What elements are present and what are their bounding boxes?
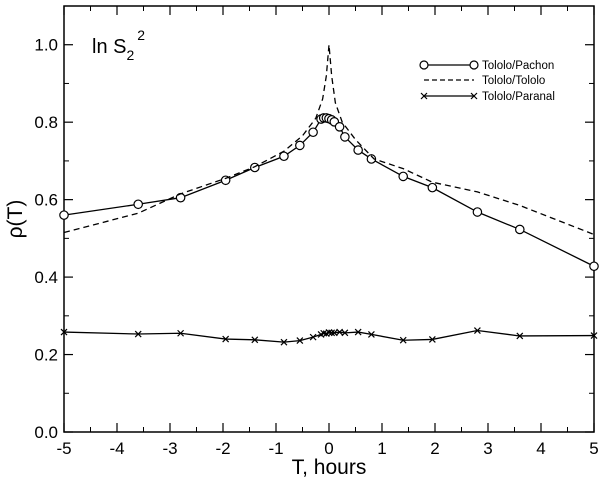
legend-label-pachon: Tololo/Pachon: [482, 60, 554, 72]
data-point-x: [341, 329, 349, 337]
y-tick-label: 0.2: [34, 346, 58, 365]
data-point-x: [296, 337, 304, 345]
data-point-circle: [353, 145, 363, 155]
y-tick-label: 1.0: [34, 36, 58, 55]
y-tick-label: 0.0: [34, 423, 58, 442]
data-point-x: [336, 328, 344, 336]
annotation-subscript: 2: [126, 47, 134, 63]
legend-label-paranal: Tololo/Paranal: [482, 91, 555, 103]
data-point-x: [330, 329, 338, 337]
data-point-x: [399, 336, 407, 344]
annotation-superscript: 2: [137, 27, 145, 43]
x-tick-label: -2: [215, 439, 230, 458]
legend-entry-paranal: Tololo/Paranal: [420, 91, 555, 103]
data-point-x: [309, 333, 317, 341]
y-tick-label: 0.4: [34, 268, 58, 287]
x-tick-label: -1: [268, 439, 283, 458]
legend: Tololo/Pachon Tololo/Tololo Tololo/Paran…: [419, 60, 555, 103]
axis-ticks: -5 -4 -3 -2 -1 0 1 2 3 4 5 0.0 0.2 0.4 0.6 0.8 1.0: [34, 5, 599, 458]
annotation-text: ln S22: [92, 27, 145, 63]
legend-marker-pachon: [469, 60, 479, 70]
data-point-x: [428, 336, 436, 343]
legend-marker-paranal: [420, 92, 478, 100]
data-point-x: [473, 327, 481, 334]
data-point-circle: [133, 199, 143, 210]
data-point-circle: [472, 207, 483, 217]
x-tick-label: 3: [483, 439, 492, 458]
data-point-x: [134, 330, 142, 338]
x-tick-label: 2: [430, 439, 439, 458]
data-point-circle: [398, 171, 408, 182]
data-point-x: [222, 335, 230, 343]
x-tick-label: -5: [56, 439, 71, 458]
y-tick-label: 0.8: [34, 113, 58, 132]
series-line-0: [63, 117, 595, 267]
data-point-x: [367, 330, 375, 338]
data-point-x: [516, 332, 524, 340]
data-point-x: [325, 329, 333, 336]
x-tick-label: 5: [589, 439, 598, 458]
x-tick-label: 4: [536, 439, 545, 458]
data-point-circle: [427, 182, 438, 193]
data-point-circle: [334, 122, 345, 132]
data-point-circle: [308, 127, 318, 138]
data-point-x: [590, 332, 598, 339]
legend-label-tololo: Tololo/Tololo: [482, 75, 545, 87]
annotation-base: ln S: [92, 36, 126, 58]
data-point-x: [354, 328, 362, 336]
x-tick-label: 1: [377, 439, 386, 458]
data-point-x: [177, 329, 185, 337]
data-point-circle: [279, 151, 289, 162]
legend-entry-pachon: Tololo/Pachon: [419, 60, 554, 72]
series-layer: [59, 44, 599, 346]
y-axis-label: ρ(T): [4, 200, 27, 239]
x-axis-label: T, hours: [292, 456, 367, 479]
data-point-circle: [589, 261, 599, 272]
legend-entry-tololo: Tololo/Tololo: [424, 75, 545, 87]
x-tick-label: -4: [109, 439, 124, 458]
data-point-x: [251, 336, 259, 344]
data-point-x: [320, 329, 328, 337]
series-line-1: [63, 44, 595, 236]
data-point-x: [280, 338, 288, 346]
data-point-circle: [340, 132, 350, 142]
data-point-circle: [59, 210, 69, 220]
legend-marker-pachon: [419, 60, 429, 70]
data-point-circle: [295, 140, 305, 151]
y-tick-label: 0.6: [34, 191, 58, 210]
data-point-x: [328, 329, 336, 337]
data-point-x: [60, 328, 68, 336]
data-point-circle: [514, 224, 525, 235]
x-tick-label: -3: [162, 439, 177, 458]
x-tick-label: 0: [324, 439, 333, 458]
